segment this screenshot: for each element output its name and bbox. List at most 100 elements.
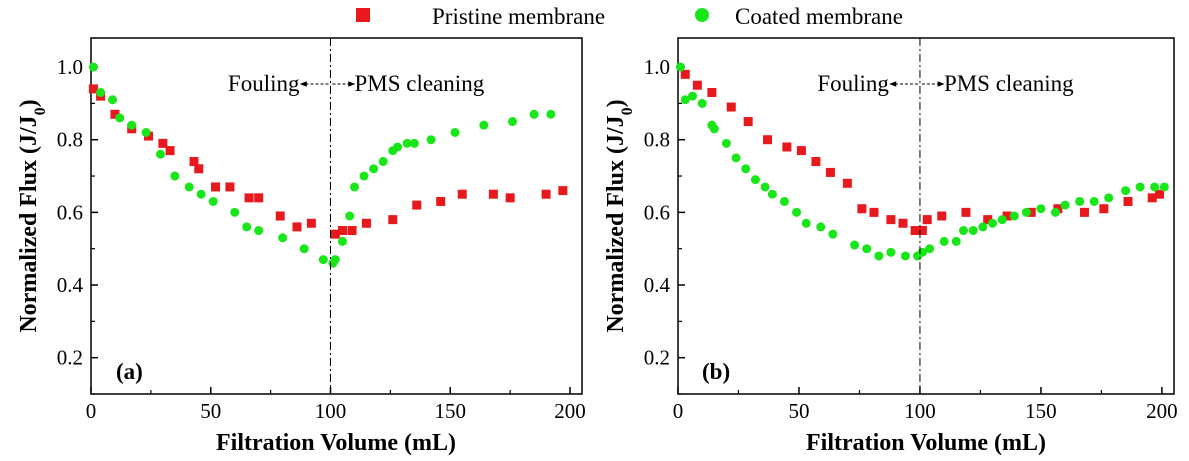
- point-coated: [874, 251, 884, 261]
- point-pristine: [292, 222, 302, 232]
- point-coated: [529, 109, 539, 119]
- point-pristine: [412, 200, 422, 210]
- x-tick-label: 50: [200, 399, 221, 423]
- x-axis-title: Filtration Volume (mL): [806, 430, 1046, 456]
- y-tick-label: 0.8: [57, 128, 83, 152]
- point-pristine: [869, 207, 879, 217]
- point-coated: [760, 182, 770, 192]
- point-coated: [184, 182, 194, 192]
- y-tick-label: 0.2: [57, 346, 83, 370]
- point-pristine: [961, 207, 971, 217]
- point-coated: [697, 98, 707, 108]
- point-coated: [127, 120, 137, 130]
- point-coated: [115, 113, 125, 123]
- point-pristine: [541, 189, 551, 199]
- panel-label-a: (a): [116, 359, 143, 384]
- point-pristine: [763, 135, 773, 145]
- point-coated: [862, 244, 872, 254]
- point-pristine: [983, 215, 993, 225]
- y-tick-label: 0.4: [644, 273, 671, 297]
- point-coated: [680, 95, 690, 105]
- point-pristine: [692, 80, 702, 90]
- point-coated: [1050, 207, 1060, 217]
- plot-frame: [90, 37, 583, 395]
- point-pristine: [347, 226, 357, 236]
- point-coated: [1060, 200, 1070, 210]
- plot-frame: [677, 37, 1175, 395]
- point-coated: [816, 222, 826, 232]
- ticks: 0 50 100 150 200 0.2 0.4 0.6 0.8 1.0: [644, 55, 1178, 423]
- point-pristine: [842, 178, 852, 188]
- point-coated: [170, 171, 180, 181]
- point-coated: [208, 196, 218, 206]
- point-coated: [369, 164, 379, 174]
- y-axis-title: Normalized Flux (J/J0): [603, 99, 636, 332]
- point-pristine: [488, 189, 498, 199]
- point-coated: [254, 226, 264, 236]
- point-coated: [141, 127, 151, 137]
- point-pristine: [1123, 196, 1133, 206]
- point-coated: [959, 226, 969, 236]
- point-coated: [88, 62, 98, 72]
- point-coated: [1021, 207, 1031, 217]
- point-coated: [978, 222, 988, 232]
- point-pristine: [811, 157, 821, 167]
- point-coated: [1150, 182, 1160, 192]
- point-coated: [450, 127, 460, 137]
- legend-marker-coated: [695, 8, 709, 22]
- panel-label-b: (b): [702, 359, 730, 384]
- point-coated: [792, 207, 802, 217]
- point-coated: [1036, 204, 1046, 214]
- point-coated: [741, 164, 751, 174]
- point-pristine: [1147, 193, 1157, 203]
- y-axis-title: Normalized Flux (J/J0): [16, 99, 49, 332]
- point-coated: [779, 196, 789, 206]
- point-pristine: [158, 138, 168, 148]
- point-pristine: [1002, 211, 1012, 221]
- x-tick-label: 100: [904, 399, 936, 423]
- point-pristine: [898, 218, 908, 228]
- point-coated: [675, 62, 685, 72]
- point-pristine: [937, 211, 947, 221]
- annotation-pms-cleaning: PMS cleaning: [355, 71, 485, 96]
- point-pristine: [1154, 189, 1164, 199]
- annotation-fouling: Fouling: [817, 71, 889, 96]
- point-coated: [155, 149, 165, 159]
- point-coated: [409, 138, 419, 148]
- point-coated: [479, 120, 489, 130]
- point-pristine: [707, 87, 717, 97]
- point-coated: [709, 124, 719, 134]
- point-coated: [242, 222, 252, 232]
- point-pristine: [558, 186, 568, 196]
- point-pristine: [782, 142, 792, 152]
- annotation-pms-cleaning: PMS cleaning: [944, 71, 1074, 96]
- x-tick-label: 150: [435, 399, 467, 423]
- point-coated: [345, 211, 355, 221]
- point-coated: [546, 109, 556, 119]
- point-coated: [402, 138, 412, 148]
- point-coated: [1009, 211, 1019, 221]
- panel-a: Normalized Flux (J/J0) Filtration Volume…: [16, 37, 586, 456]
- point-coated: [900, 251, 910, 261]
- point-coated: [278, 233, 288, 243]
- point-pristine: [505, 193, 515, 203]
- point-coated: [688, 91, 698, 101]
- x-tick-label: 100: [315, 399, 347, 423]
- panel-b: Normalized Flux (J/J0) Filtration Volume…: [603, 37, 1178, 456]
- point-pristine: [917, 226, 927, 236]
- point-coated: [801, 218, 811, 228]
- point-coated: [378, 157, 388, 167]
- point-coated: [1135, 182, 1145, 192]
- point-coated: [750, 175, 760, 185]
- x-tick-label: 0: [86, 399, 97, 423]
- point-pristine: [436, 196, 446, 206]
- point-pristine: [275, 211, 285, 221]
- point-coated: [767, 189, 777, 199]
- point-coated: [1089, 196, 1099, 206]
- point-pristine: [457, 189, 467, 199]
- fouling-cleaning-divider: [299, 38, 356, 394]
- point-pristine: [189, 157, 199, 167]
- x-tick-label: 150: [1025, 399, 1057, 423]
- point-coated: [939, 236, 949, 246]
